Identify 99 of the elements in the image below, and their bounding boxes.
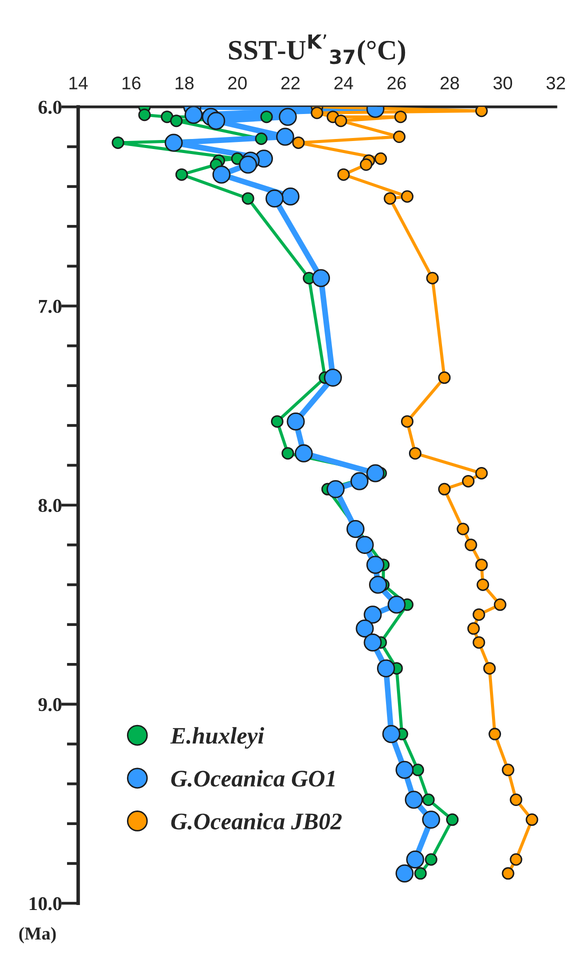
point	[472, 636, 486, 649]
point	[260, 110, 273, 124]
point	[350, 472, 368, 490]
y-tick-label: 8.0	[38, 498, 62, 512]
point	[310, 106, 324, 120]
point	[475, 106, 488, 118]
x-tick-label: 30	[493, 76, 512, 90]
y-axis-title: (Ma)	[19, 926, 56, 944]
point	[414, 867, 427, 880]
point	[184, 106, 203, 124]
point	[400, 415, 414, 428]
point	[294, 444, 313, 462]
point	[388, 596, 406, 614]
point	[396, 760, 414, 779]
point	[400, 190, 414, 203]
x-tick-label: 24	[334, 76, 354, 90]
point	[175, 168, 188, 181]
x-tick-label: 28	[440, 76, 459, 90]
point	[510, 794, 522, 806]
x-tick-label: 26	[387, 76, 406, 90]
point	[207, 112, 226, 130]
point	[326, 480, 345, 498]
legend-label: G.Oceanica GO1	[171, 770, 335, 787]
point	[286, 412, 305, 430]
point	[292, 136, 305, 149]
y-tick-label: 10.0	[30, 897, 62, 910]
point	[278, 108, 297, 126]
x-tick-label: 18	[176, 76, 194, 90]
legend-label: G.Oceanica JB02	[171, 812, 342, 830]
point	[467, 622, 480, 635]
point	[404, 790, 423, 809]
point	[242, 192, 254, 205]
point	[356, 536, 374, 554]
point	[346, 520, 365, 538]
y-tick-label: 9.0	[38, 698, 62, 712]
legend-label: E.huxleyi	[170, 727, 264, 749]
point	[324, 368, 342, 387]
point	[276, 128, 294, 146]
point	[366, 556, 384, 574]
point	[488, 728, 502, 740]
point	[364, 606, 382, 624]
point	[376, 659, 396, 678]
point	[360, 158, 372, 171]
point	[337, 168, 350, 181]
x-tick-label: 14	[70, 76, 88, 90]
point	[396, 864, 414, 882]
point	[456, 522, 470, 536]
point	[412, 764, 424, 776]
point	[270, 415, 284, 428]
point	[369, 576, 388, 594]
point	[160, 110, 174, 124]
x-tick-label: 32	[546, 76, 565, 90]
point	[393, 130, 406, 144]
point	[494, 598, 506, 611]
point	[475, 466, 488, 480]
y-tick-label: 6.0	[38, 100, 62, 114]
point	[438, 482, 451, 496]
point	[112, 136, 124, 149]
point	[255, 132, 268, 145]
point	[472, 608, 486, 621]
point	[502, 764, 514, 776]
point	[422, 794, 435, 806]
x-tick-label: 22	[281, 76, 300, 90]
point	[462, 474, 475, 488]
point	[364, 633, 382, 652]
point	[510, 853, 522, 866]
point	[464, 538, 478, 552]
point	[394, 110, 407, 124]
point	[356, 620, 374, 638]
point	[438, 371, 451, 384]
point	[446, 813, 459, 826]
point	[384, 192, 396, 205]
point	[483, 662, 496, 675]
point	[170, 114, 183, 128]
point	[406, 850, 424, 869]
point	[502, 867, 514, 880]
x-tick-label: 20	[228, 76, 247, 90]
point	[374, 152, 387, 165]
x-axis-title: SST-U$^{K’}$$_{37}$(°C)	[229, 34, 406, 66]
y-tick-label: 7.0	[39, 300, 62, 314]
point	[266, 189, 284, 208]
point	[526, 813, 538, 826]
point	[426, 272, 439, 284]
point	[334, 114, 348, 128]
point	[366, 464, 384, 482]
point	[475, 558, 488, 572]
x-tick-label: 16	[122, 76, 140, 90]
point	[282, 447, 294, 460]
point	[382, 725, 400, 744]
point	[281, 187, 300, 206]
point	[408, 447, 422, 460]
point	[476, 578, 490, 591]
point	[212, 166, 230, 184]
point	[238, 156, 258, 174]
point	[312, 269, 330, 288]
point	[138, 108, 151, 122]
point	[422, 810, 440, 829]
point	[424, 853, 438, 866]
point	[164, 134, 183, 152]
